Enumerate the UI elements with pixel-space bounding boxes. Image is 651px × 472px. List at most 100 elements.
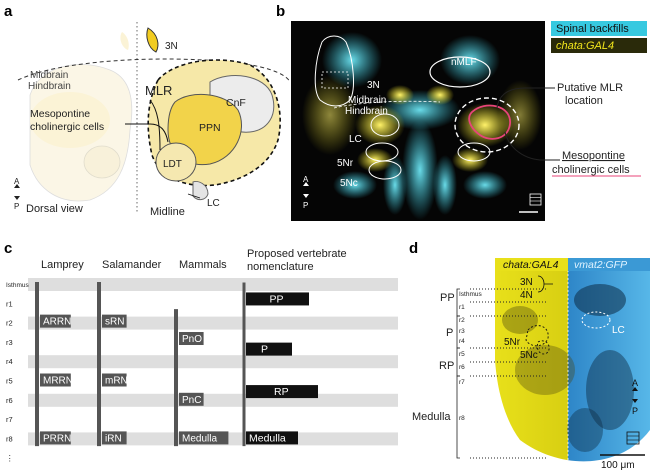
d-axis-a: A [632, 378, 638, 388]
brain-region-box [321, 71, 349, 89]
b-meso-leader [504, 131, 560, 161]
d-row-label: r1 [459, 304, 465, 311]
d-group-label: P [446, 327, 453, 339]
d-axis-p: P [632, 406, 638, 416]
d-4n-label: 4N [520, 290, 533, 301]
panel-c: Lamprey Salamander Mammals Proposed vert… [6, 248, 398, 463]
row-label: r7 [6, 415, 13, 424]
header-mammals: Mammals [179, 259, 227, 271]
mlr-dashed-outline [454, 97, 520, 153]
dark-patch [502, 306, 538, 334]
proposed-bar [246, 385, 318, 399]
panel-letter-c: c [4, 240, 12, 257]
table-row-band [28, 355, 398, 369]
d-row-label: r3 [459, 328, 465, 335]
table-row-band [28, 316, 398, 330]
legend-backfills-label: Spinal backfills [556, 23, 629, 35]
d-ap-arrow-icon [632, 387, 638, 403]
cyan-blob [402, 120, 438, 220]
d-group-label: Medulla [412, 411, 451, 423]
row-label: r5 [6, 377, 13, 386]
row-label: r4 [6, 357, 13, 366]
nucleus-label: PnO [182, 334, 202, 345]
legend-gal4-label: chata:GAL4 [556, 40, 614, 52]
dark-patch [586, 350, 634, 430]
row-label: r3 [6, 338, 13, 347]
b-3n-label: 3N [367, 80, 380, 91]
b-grid-icon [529, 193, 542, 206]
lc-leader [187, 193, 201, 199]
row-label: Isthmus [6, 282, 30, 289]
row-label: r1 [6, 299, 13, 308]
hindbrain-label: Hindbrain [28, 81, 71, 92]
b-5nr-label: 5Nr [337, 158, 354, 169]
cyan-blob [433, 155, 457, 215]
lc-label: LC [207, 198, 220, 209]
d-row-label: r4 [459, 338, 465, 345]
ldt-region [155, 142, 197, 182]
legend-gal4-swatch [551, 38, 647, 53]
d-lc-outline [581, 311, 611, 329]
panel-letter-d: d [409, 240, 418, 257]
d-row-label: r2 [459, 317, 465, 324]
header-proposed-1: Proposed vertebrate [247, 248, 347, 260]
b-midbrain-label: Midbrain [348, 95, 386, 106]
meso-leader [125, 123, 169, 143]
d-5nc-outline [536, 340, 550, 355]
nucleus-block [179, 431, 229, 445]
axis-p-label: P [14, 202, 19, 211]
meso-label-1: Mesopontine [30, 108, 90, 120]
d-5nr-label: 5Nr [504, 337, 521, 348]
nucleus-label: iRN [105, 433, 122, 444]
b-ap-arrow-icon [303, 182, 309, 198]
lc-region [192, 181, 209, 201]
d-legend-vmat-bg [568, 258, 650, 271]
nucleus-block [102, 431, 127, 445]
proposed-label: P [261, 344, 268, 356]
panel-letter-a: a [4, 3, 13, 20]
left-faint-ldt [83, 145, 121, 179]
proposed-label: RP [274, 386, 289, 398]
d-row-label: r6 [459, 364, 465, 371]
b-axis-p: P [303, 201, 308, 210]
putative-label-1: Putative MLR [557, 82, 623, 94]
d-3n-label: 3N [520, 277, 533, 288]
panel-b: 3N Midbrain Hindbrain LC nMLF 5Nr 5Nc A … [291, 21, 647, 221]
nucleus-block [40, 373, 71, 387]
proposed-bar [246, 431, 298, 445]
proposed-label: Medulla [249, 432, 286, 444]
row-label: r8 [6, 434, 13, 443]
mlr-leader [149, 99, 161, 151]
mid-hind-boundary [17, 58, 291, 83]
header-salamander: Salamander [102, 259, 162, 271]
nucleus-label: PnC [182, 395, 201, 406]
left-faint-region [30, 92, 110, 148]
d-3n4n-bracket [537, 275, 553, 293]
d-legend-vmat: vmat2:GFP [574, 259, 627, 271]
meso-label-2: cholinergic cells [30, 121, 104, 133]
cyan-blob [322, 32, 382, 88]
table-row-band [28, 278, 398, 291]
ldt-label: LDT [163, 159, 182, 170]
d-group-label: PP [440, 292, 455, 304]
nucleus-block [179, 392, 204, 406]
ap-arrow-icon [14, 184, 20, 200]
b-hindbrain-label: Hindbrain [345, 106, 388, 117]
panel-a: Midbrain Hindbrain 3N MLR CnF PPN LDT LC… [14, 22, 291, 218]
dark-patch [567, 408, 603, 452]
d-lc-label: LC [612, 325, 625, 336]
nucleus-label: ARRN [43, 317, 71, 328]
nucleus-block [179, 332, 204, 346]
b-meso-label-2: cholinergic cells [552, 164, 630, 176]
proposed-bar [246, 342, 292, 356]
mesopontine-outline [468, 104, 511, 140]
cyan-blob [333, 171, 377, 199]
midline-label: Midline [150, 206, 185, 218]
header-proposed-2: nomenclature [247, 261, 314, 273]
dark-patch [574, 284, 626, 316]
3n-label: 3N [165, 41, 178, 52]
3n-region [146, 27, 159, 53]
lc-outline [370, 113, 400, 137]
